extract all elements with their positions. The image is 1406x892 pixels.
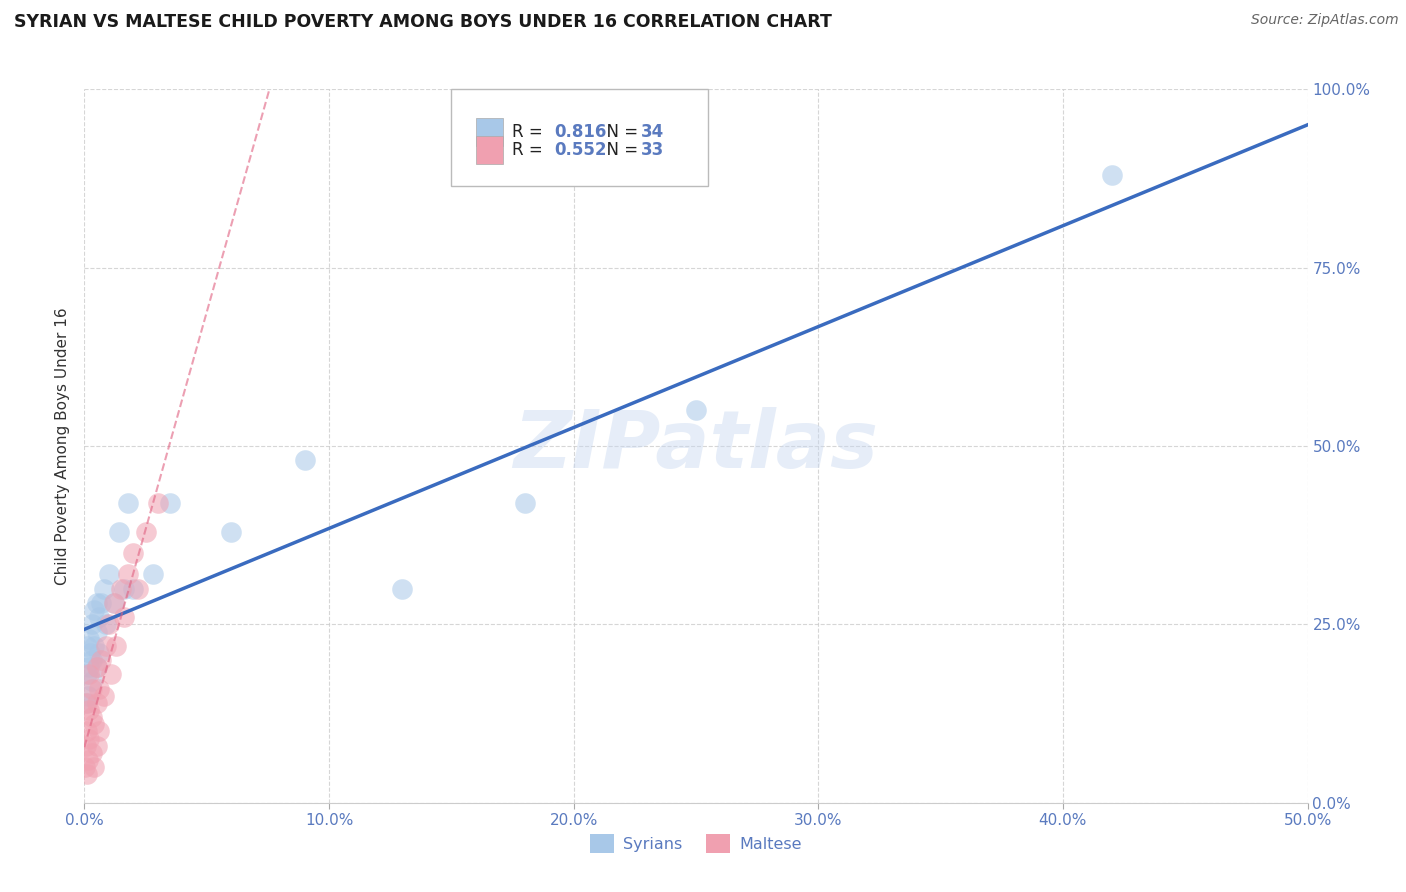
- Point: [127, 582, 149, 596]
- Point: [93, 582, 115, 596]
- Point: [87, 724, 110, 739]
- Point: [77, 660, 100, 674]
- Y-axis label: Child Poverty Among Boys Under 16: Child Poverty Among Boys Under 16: [55, 307, 70, 585]
- Point: [142, 567, 165, 582]
- Point: [97, 567, 120, 582]
- Text: N =: N =: [596, 123, 643, 141]
- Text: R =: R =: [513, 123, 548, 141]
- Point: [76, 724, 98, 739]
- Point: [86, 596, 108, 610]
- Point: [77, 703, 100, 717]
- Point: [75, 760, 97, 774]
- Point: [86, 660, 108, 674]
- Point: [77, 667, 100, 681]
- FancyBboxPatch shape: [451, 89, 709, 186]
- Point: [77, 753, 100, 767]
- Point: [513, 496, 536, 510]
- Point: [90, 596, 112, 610]
- Point: [83, 639, 105, 653]
- Point: [122, 582, 145, 596]
- Point: [76, 696, 98, 710]
- Point: [76, 667, 98, 681]
- Point: [77, 689, 100, 703]
- Point: [219, 524, 242, 539]
- FancyBboxPatch shape: [475, 136, 503, 164]
- Point: [107, 524, 129, 539]
- Point: [103, 596, 125, 610]
- Point: [87, 681, 110, 696]
- Text: 33: 33: [641, 141, 664, 159]
- Text: 0.552: 0.552: [554, 141, 606, 159]
- Point: [77, 632, 100, 646]
- Point: [105, 639, 128, 653]
- Point: [159, 496, 181, 510]
- Point: [83, 603, 105, 617]
- Point: [117, 567, 139, 582]
- Point: [110, 582, 132, 596]
- Text: ZIPatlas: ZIPatlas: [513, 407, 879, 485]
- Point: [112, 582, 135, 596]
- Point: [135, 524, 157, 539]
- Point: [76, 639, 98, 653]
- Point: [80, 710, 103, 724]
- Point: [86, 696, 108, 710]
- Point: [96, 617, 118, 632]
- Point: [146, 496, 169, 510]
- Text: 34: 34: [641, 123, 664, 141]
- Point: [86, 660, 108, 674]
- Point: [83, 717, 105, 731]
- Point: [103, 596, 125, 610]
- Point: [75, 739, 97, 753]
- Point: [83, 760, 105, 774]
- Text: N =: N =: [596, 141, 643, 159]
- Point: [96, 639, 118, 653]
- Point: [100, 667, 122, 681]
- Point: [112, 610, 135, 624]
- Point: [1101, 168, 1123, 182]
- Text: R =: R =: [513, 141, 548, 159]
- Point: [86, 624, 108, 639]
- Point: [87, 610, 110, 624]
- Point: [79, 646, 101, 660]
- Text: SYRIAN VS MALTESE CHILD POVERTY AMONG BOYS UNDER 16 CORRELATION CHART: SYRIAN VS MALTESE CHILD POVERTY AMONG BO…: [14, 13, 832, 31]
- FancyBboxPatch shape: [475, 118, 503, 146]
- Point: [685, 403, 707, 417]
- Point: [76, 767, 98, 781]
- Point: [80, 617, 103, 632]
- Point: [87, 646, 110, 660]
- Text: 0.816: 0.816: [554, 123, 606, 141]
- Point: [90, 653, 112, 667]
- Point: [122, 546, 145, 560]
- Point: [391, 582, 413, 596]
- Point: [80, 674, 103, 689]
- Text: Source: ZipAtlas.com: Source: ZipAtlas.com: [1251, 13, 1399, 28]
- Point: [294, 453, 316, 467]
- Point: [86, 739, 108, 753]
- Point: [80, 653, 103, 667]
- Point: [80, 746, 103, 760]
- Point: [93, 689, 115, 703]
- Point: [97, 617, 120, 632]
- Point: [80, 681, 103, 696]
- Legend: Syrians, Maltese: Syrians, Maltese: [583, 828, 808, 859]
- Point: [117, 496, 139, 510]
- Point: [75, 696, 97, 710]
- Point: [77, 731, 100, 746]
